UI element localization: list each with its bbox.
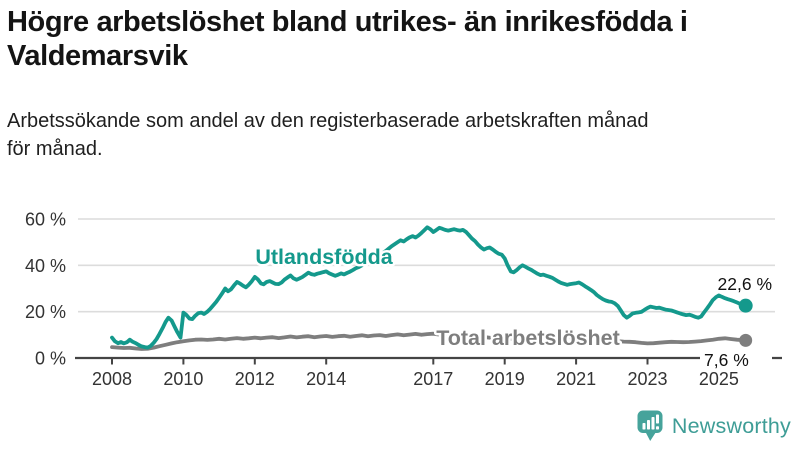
series-line-1 — [110, 331, 748, 351]
newsworthy-chart-bubble-icon — [637, 410, 663, 441]
unemployment-line-chart: 0 % 20 % 40 % 60 % 2008 2010 2012 2014 2017 2019 2… — [25, 210, 782, 389]
x-axis-tick-label: 2021 — [556, 369, 596, 389]
series-label-utlandsfodda: Utlandsfödda — [255, 245, 393, 269]
y-axis-tick-label: 40 % — [25, 256, 66, 276]
series-end-dot-0 — [738, 298, 753, 313]
series-end-dot-1 — [739, 333, 753, 347]
y-axis-tick-label: 60 % — [25, 210, 66, 230]
newsworthy-wordmark: Newsworthy — [671, 414, 791, 438]
series-line-0 — [110, 225, 748, 350]
value-label-total-backdrop — [700, 350, 772, 370]
y-axis-tick-label: 20 % — [25, 302, 66, 322]
x-axis-tick-label: 2017 — [413, 369, 453, 389]
newsworthy-logo[interactable]: Newsworthy — [635, 410, 791, 443]
value-label-utlandsfodda: 22,6 % — [718, 274, 772, 294]
chart-subtitle: Arbetssökande som andel av den registerb… — [7, 110, 649, 161]
x-axis-tick-label: 2019 — [485, 369, 525, 389]
x-axis-tick-label: 2023 — [627, 369, 667, 389]
x-axis-tick-label: 2025 — [699, 369, 739, 389]
y-axis-tick-label: 0 % — [35, 349, 66, 369]
plot-area: 0 % 20 % 40 % 60 % 2008 2010 2012 2014 2017 2019 2… — [25, 210, 782, 389]
chart-area: 0 % 20 % 40 % 60 % 2008 2010 2012 2014 2017 2019 2… — [0, 195, 800, 405]
x-axis-tick-label: 2014 — [306, 369, 346, 389]
series-label-total-arbetsloshet: Total arbetslöshet — [436, 326, 620, 350]
x-axis-tick-label: 2008 — [92, 369, 132, 389]
page-title: Högre arbetslöshet bland utrikes- än inr… — [7, 6, 688, 72]
value-label-total-arbetsloshet: 7,6 % — [704, 350, 749, 370]
x-axis-tick-label: 2010 — [163, 369, 203, 389]
x-axis-tick-label: 2012 — [235, 369, 275, 389]
header: Högre arbetslöshet bland utrikes- än inr… — [0, 0, 800, 163]
